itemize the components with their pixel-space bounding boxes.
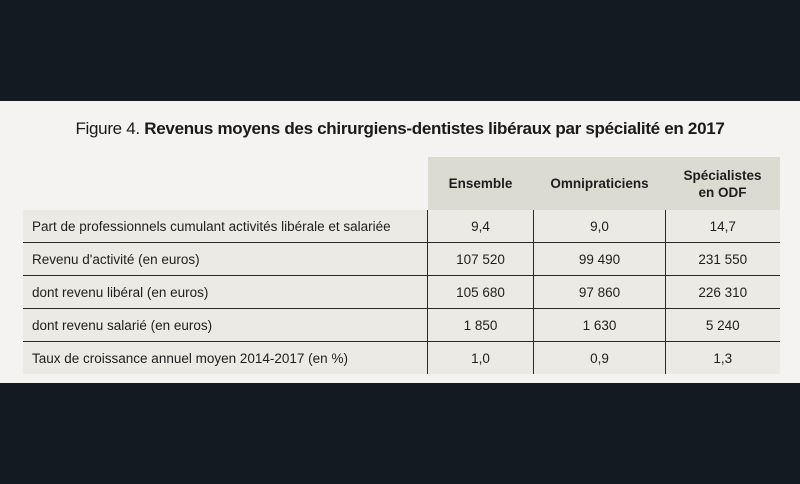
figure-panel: Figure 4. Revenus moyens des chirurgiens… [0, 101, 800, 383]
table-cell: 1 630 [533, 308, 666, 342]
row-label: Part de professionnels cumulant activité… [23, 210, 428, 243]
row-label: dont revenu libéral (en euros) [23, 275, 428, 309]
table-cell: 107 520 [427, 242, 534, 276]
row-label: dont revenu salarié (en euros) [23, 308, 428, 342]
table-cell: 97 860 [533, 275, 666, 309]
column-header-specialistes: Spécialistes en ODF [665, 157, 780, 210]
figure-prefix: Figure 4. [75, 119, 140, 138]
column-header-specialistes-label: Spécialistes en ODF [683, 167, 762, 200]
table-row: Taux de croissance annuel moyen 2014-201… [23, 341, 780, 374]
row-label: Taux de croissance annuel moyen 2014-201… [23, 341, 428, 374]
figure-title: Figure 4. Revenus moyens des chirurgiens… [0, 119, 800, 139]
table-row: dont revenu salarié (en euros) 1 850 1 630… [23, 308, 780, 342]
table-cell: 14,7 [665, 210, 780, 243]
table-cell: 9,0 [533, 210, 666, 243]
table-row: Revenu d'activité (en euros) 107 520 99 49… [23, 242, 780, 276]
table-row: Part de professionnels cumulant activité… [23, 210, 780, 243]
row-label: Revenu d'activité (en euros) [23, 242, 428, 276]
table-cell: 1 850 [427, 308, 534, 342]
column-header-ensemble: Ensemble [427, 157, 534, 210]
revenue-table: Ensemble Omnipraticiens Spécialistes en … [23, 157, 780, 374]
table-cell: 1,3 [665, 341, 780, 374]
table-cell: 9,4 [427, 210, 534, 243]
table-cell: 99 490 [533, 242, 666, 276]
column-header-omnipraticiens: Omnipraticiens [533, 157, 666, 210]
table-cell: 226 310 [665, 275, 780, 309]
figure-title-text: Revenus moyens des chirurgiens-dentistes… [144, 119, 725, 138]
table-cell: 231 550 [665, 242, 780, 276]
table-header-row: Ensemble Omnipraticiens Spécialistes en … [23, 157, 780, 210]
table-cell: 5 240 [665, 308, 780, 342]
table-row: dont revenu libéral (en euros) 105 680 97 … [23, 275, 780, 309]
table-cell: 1,0 [427, 341, 534, 374]
table-cell: 105 680 [427, 275, 534, 309]
table-cell: 0,9 [533, 341, 666, 374]
header-empty-cell [23, 157, 428, 210]
